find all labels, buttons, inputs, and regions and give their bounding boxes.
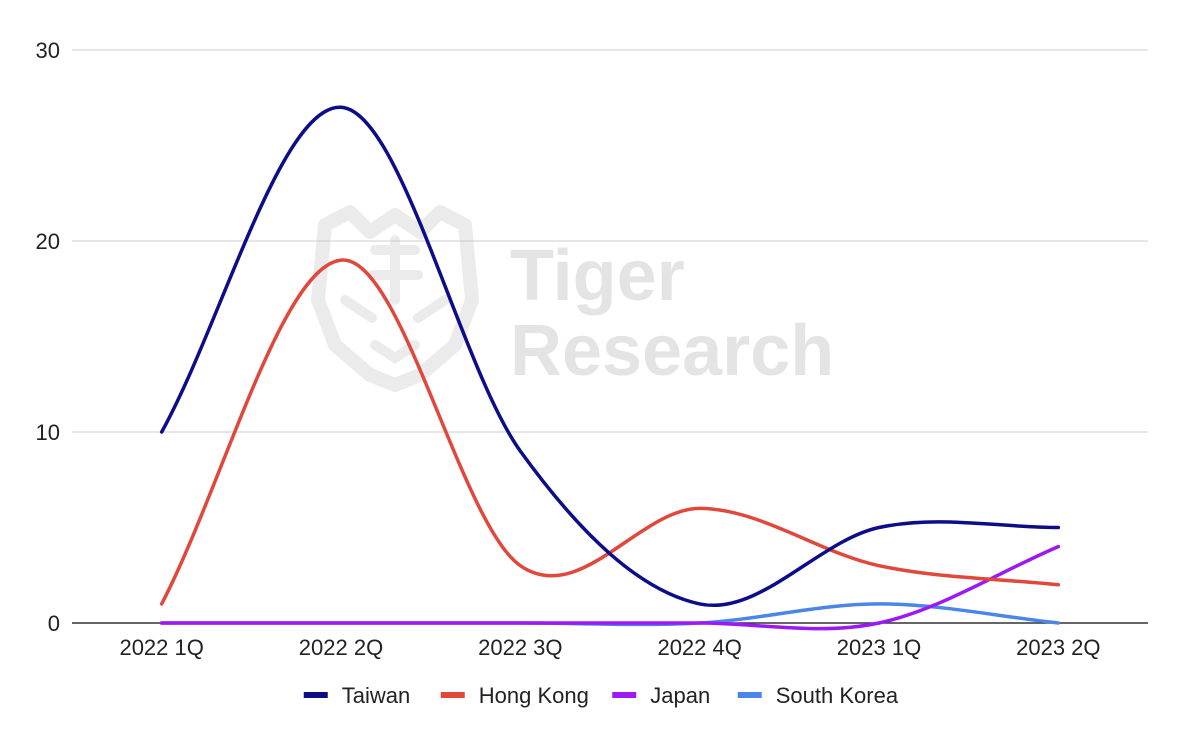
x-tick-label: 2022 3Q <box>478 635 562 660</box>
legend-label: South Korea <box>776 683 899 708</box>
legend: Taiwan Hong Kong Japan South Korea <box>303 683 899 708</box>
legend-label: Taiwan <box>342 683 410 708</box>
legend-label: Japan <box>650 683 710 708</box>
y-axis: 0 10 20 30 <box>36 38 60 636</box>
x-axis: 2022 1Q 2022 2Q 2022 3Q 2022 4Q 2023 1Q 2023 … <box>119 635 1100 660</box>
x-tick-label: 2022 4Q <box>657 635 741 660</box>
tiger-logo-icon <box>311 205 479 392</box>
legend-item-japan: Japan <box>612 683 710 708</box>
watermark: Tiger Research <box>311 205 834 392</box>
legend-item-south-korea: South Korea <box>737 683 899 708</box>
y-tick-label: 20 <box>36 229 60 254</box>
series-line-japan <box>159 544 1061 631</box>
legend-label: Hong Kong <box>479 683 589 708</box>
y-tick-label: 0 <box>48 611 60 636</box>
legend-item-hong-kong: Hong Kong <box>440 683 589 708</box>
watermark-text-line2: Research <box>510 311 834 391</box>
y-tick-label: 10 <box>36 420 60 445</box>
y-tick-label: 30 <box>36 38 60 63</box>
x-tick-label: 2023 1Q <box>837 635 921 660</box>
x-tick-label: 2022 2Q <box>299 635 383 660</box>
x-tick-label: 2023 2Q <box>1016 635 1100 660</box>
legend-item-taiwan: Taiwan <box>303 683 410 708</box>
series-lines <box>159 105 1061 631</box>
watermark-text-line1: Tiger <box>510 236 685 316</box>
series-line-hong-kong <box>159 258 1061 606</box>
series-line-taiwan <box>159 105 1061 608</box>
x-tick-label: 2022 1Q <box>119 635 203 660</box>
